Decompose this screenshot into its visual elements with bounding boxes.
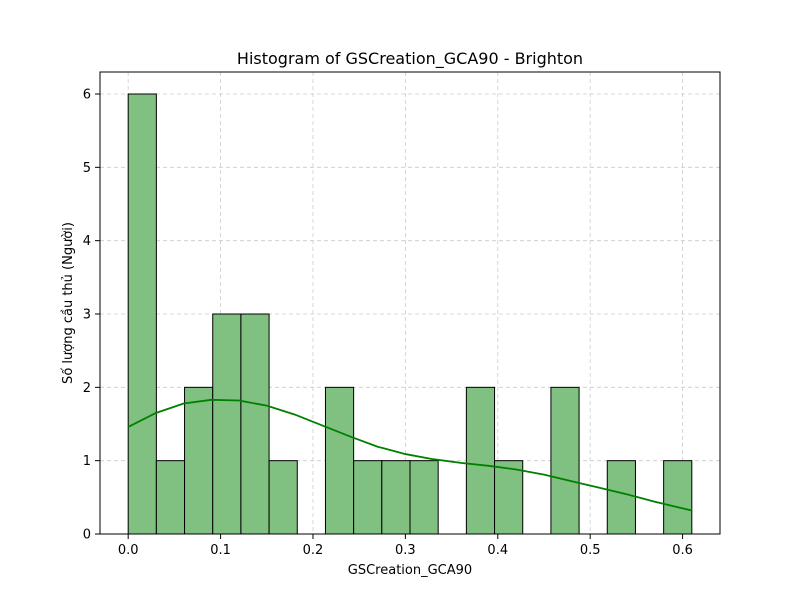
- histogram-bar: [324, 386, 355, 535]
- histogram-bar: [663, 460, 693, 535]
- x-tick-label: 0.6: [672, 543, 693, 558]
- y-tick-label: 0: [83, 528, 91, 543]
- y-tick-label: 3: [83, 308, 91, 323]
- x-axis-ticks: 0.0 0.1 0.2 0.3 0.4 0.5 0.6: [118, 534, 693, 558]
- kde-curve-layer: [127, 398, 693, 512]
- histogram-bar: [409, 460, 439, 535]
- histogram-bar: [606, 460, 636, 535]
- histogram-bar: [184, 386, 214, 535]
- x-tick-label: 0.0: [118, 543, 139, 558]
- y-axis-label: Số lượng cầu thủ (Người): [61, 222, 76, 384]
- histogram-bar: [268, 460, 298, 535]
- x-tick-label: 0.5: [580, 543, 601, 558]
- histogram-bar: [212, 313, 242, 535]
- y-tick-label: 2: [83, 381, 91, 396]
- kde-line: [127, 398, 693, 512]
- chart-title: Histogram of GSCreation_GCA90 - Brighton: [237, 49, 583, 69]
- histogram-bar: [353, 460, 383, 535]
- y-axis-ticks: 0 1 2 3 4 5 6: [83, 88, 100, 543]
- y-tick-label: 5: [83, 161, 91, 176]
- histogram-bar: [494, 460, 524, 535]
- x-tick-label: 0.2: [303, 543, 324, 558]
- x-tick-label: 0.1: [210, 543, 231, 558]
- grid: [100, 72, 720, 535]
- y-tick-label: 4: [83, 234, 91, 249]
- histogram-bar: [240, 313, 270, 535]
- histogram-bars: [127, 93, 693, 535]
- x-axis-label: GSCreation_GCA90: [348, 563, 472, 578]
- plot-frame: [99, 71, 721, 535]
- histogram-bar: [465, 386, 496, 535]
- histogram-bar: [381, 460, 411, 535]
- x-tick-label: 0.3: [395, 543, 416, 558]
- histogram-bar: [127, 93, 157, 535]
- x-tick-label: 0.4: [487, 543, 508, 558]
- histogram-bar: [155, 460, 186, 535]
- y-tick-label: 1: [83, 454, 91, 469]
- histogram-bar: [550, 386, 580, 535]
- y-tick-label: 6: [83, 88, 91, 103]
